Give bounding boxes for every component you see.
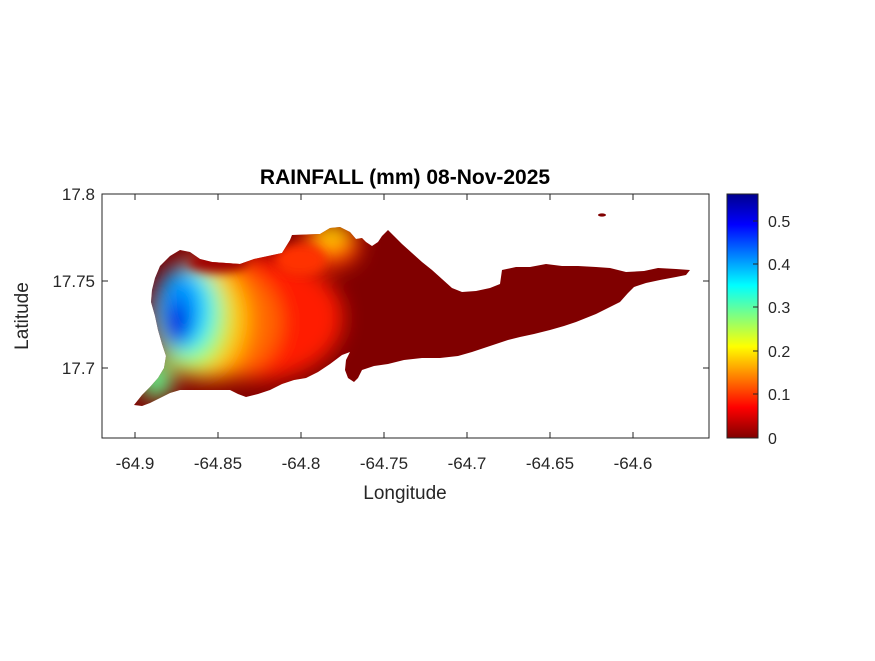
x-tick-label: -64.85 (194, 454, 242, 473)
x-tick-label: -64.9 (116, 454, 155, 473)
x-tick-label: -64.6 (614, 454, 653, 473)
colorbar-tick-label: 0.1 (768, 387, 790, 404)
colorbar-tick-label: 0 (768, 431, 777, 448)
x-tick-label: -64.75 (360, 454, 408, 473)
y-tick-label: 17.75 (52, 272, 95, 291)
y-tick-label: 17.8 (62, 185, 95, 204)
colorbar-tick-label: 0.4 (768, 257, 790, 274)
x-tick-label: -64.7 (448, 454, 487, 473)
colorbar-tick-label: 0.3 (768, 300, 790, 317)
colorbar-ticks (753, 220, 758, 439)
x-axis-label: Longitude (363, 483, 446, 504)
colorbar-tick-label: 0.2 (768, 344, 790, 361)
chart-title: RAINFALL (mm) 08-Nov-2025 (260, 166, 550, 189)
y-axis-label: Latitude (12, 282, 33, 350)
islet (598, 213, 606, 217)
tick-marks (102, 194, 709, 438)
x-tick-label: -64.65 (526, 454, 574, 473)
colorbar-tick-label: 0.5 (768, 214, 790, 231)
x-tick-label: -64.8 (282, 454, 321, 473)
y-tick-label: 17.7 (62, 359, 95, 378)
colorbar (726, 193, 759, 439)
